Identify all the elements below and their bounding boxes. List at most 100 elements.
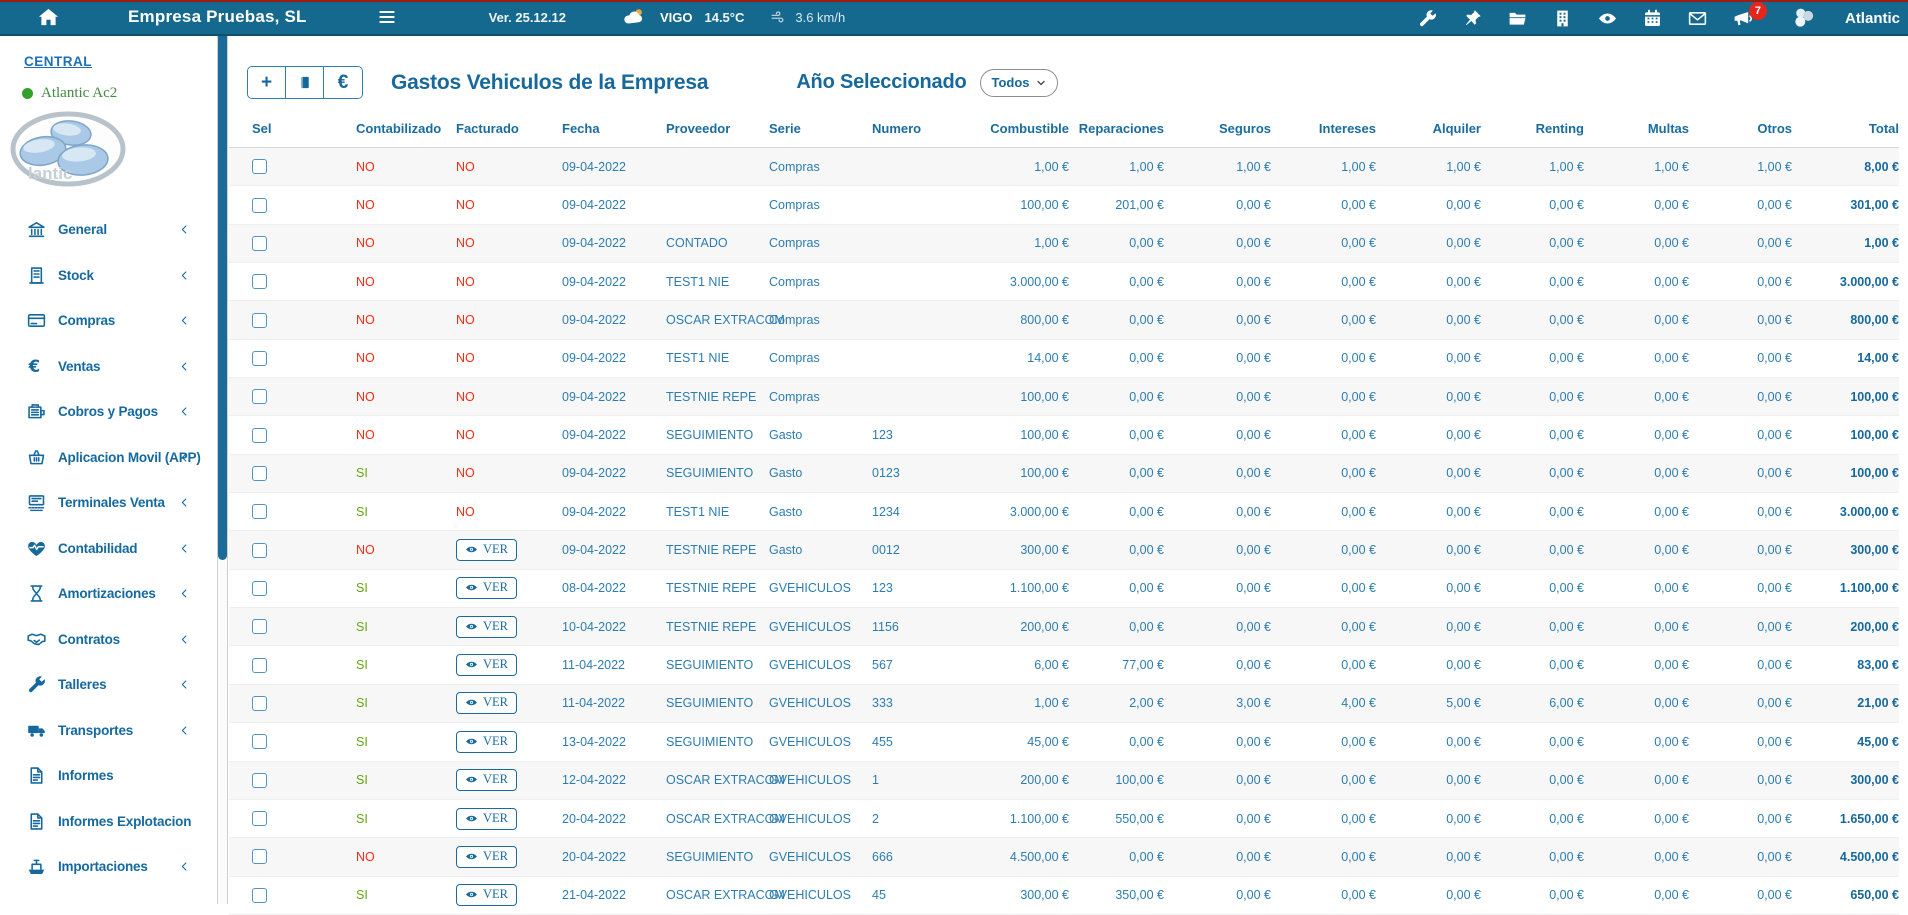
reparaciones-cell: 1,00 € (1069, 148, 1164, 186)
menu-icon[interactable] (377, 7, 397, 27)
ver-button[interactable]: VER (456, 654, 517, 676)
combustible-cell: 3.000,00 € (964, 493, 1069, 531)
ver-button[interactable]: VER (456, 539, 517, 561)
ver-button[interactable]: VER (456, 846, 517, 868)
balloons-icon[interactable] (1791, 5, 1817, 31)
sidebar-scrollbar[interactable] (217, 36, 228, 904)
proveedor-cell: TEST1 NIE (666, 263, 769, 301)
combustible-cell: 1.100,00 € (964, 569, 1069, 607)
total-cell: 301,00 € (1792, 186, 1899, 224)
row-checkbox[interactable] (252, 198, 267, 213)
sidebar-item-contabilidad[interactable]: Contabilidad (0, 526, 217, 572)
add-button[interactable]: + (248, 67, 286, 98)
row-checkbox[interactable] (252, 734, 267, 749)
row-checkbox[interactable] (252, 274, 267, 289)
contabilizado-cell: SI (356, 723, 456, 761)
sidebar-item-terminales-venta[interactable]: Terminales Venta (0, 480, 217, 526)
row-checkbox[interactable] (252, 619, 267, 634)
row-checkbox[interactable] (252, 773, 267, 788)
sidebar-item-importaciones[interactable]: Importaciones (0, 844, 217, 890)
weather-city: VIGO (660, 10, 693, 25)
ver-button[interactable]: VER (456, 884, 517, 906)
renting-cell: 0,00 € (1481, 378, 1584, 416)
renting-cell: 0,00 € (1481, 263, 1584, 301)
mail-icon[interactable] (1687, 8, 1708, 29)
intereses-cell: 0,00 € (1271, 531, 1376, 569)
sidebar-item-informes-explotacion[interactable]: Informes Explotacion (0, 799, 217, 845)
renting-cell: 0,00 € (1481, 608, 1584, 646)
wrench-icon[interactable] (1417, 8, 1438, 29)
row-checkbox[interactable] (252, 466, 267, 481)
row-checkbox[interactable] (252, 543, 267, 558)
row-checkbox[interactable] (252, 351, 267, 366)
reparaciones-cell: 550,00 € (1069, 799, 1164, 837)
reparaciones-cell: 0,00 € (1069, 569, 1164, 607)
sel-cell (229, 224, 356, 262)
ver-button[interactable]: VER (456, 616, 517, 638)
pin-icon[interactable] (1462, 8, 1483, 29)
sidebar-item-cobros-y-pagos[interactable]: Cobros y Pagos (0, 389, 217, 435)
sidebar-item-informes[interactable]: Informes (0, 753, 217, 799)
ver-button[interactable]: VER (456, 808, 517, 830)
total-cell: 300,00 € (1792, 761, 1899, 799)
calendar-icon[interactable] (1642, 8, 1663, 29)
contabilizado-value: SI (356, 658, 368, 672)
row-checkbox[interactable] (252, 696, 267, 711)
sidebar-item-talleres[interactable]: Talleres (0, 662, 217, 708)
sidebar-item-amortizaciones[interactable]: Amortizaciones (0, 571, 217, 617)
ver-button[interactable]: VER (456, 577, 517, 599)
folder-icon[interactable] (1507, 8, 1528, 29)
row-checkbox[interactable] (252, 811, 267, 826)
chevron-left-icon (178, 314, 191, 327)
row-checkbox[interactable] (252, 581, 267, 596)
seguros-cell: 0,00 € (1164, 761, 1271, 799)
row-checkbox[interactable] (252, 849, 267, 864)
sidebar-item-general[interactable]: General (0, 207, 217, 253)
central-link[interactable]: CENTRAL (24, 54, 217, 69)
row-checkbox[interactable] (252, 658, 267, 673)
home-icon[interactable] (37, 6, 60, 29)
multas-cell: 0,00 € (1584, 301, 1689, 339)
sidebar-item-aplicacion-movil-app[interactable]: Aplicacion Movil (APP) (0, 435, 217, 481)
sidebar-item-contratos[interactable]: Contratos (0, 617, 217, 663)
alquiler-cell: 5,00 € (1376, 684, 1481, 722)
euro-button[interactable]: € (324, 67, 362, 98)
otros-cell: 0,00 € (1689, 646, 1792, 684)
megaphone-icon[interactable]: 7 (1732, 8, 1753, 29)
sel-cell (229, 646, 356, 684)
row-checkbox[interactable] (252, 504, 267, 519)
eye-icon[interactable] (1597, 8, 1618, 29)
reparaciones-cell: 0,00 € (1069, 416, 1164, 454)
building-icon[interactable] (1552, 8, 1573, 29)
facturado-value: NO (456, 390, 475, 404)
ver-button[interactable]: VER (456, 769, 517, 791)
table-row: SIVER10-04-2022TESTNIE REPEGVEHICULOS115… (229, 608, 1899, 646)
sidebar-item-transportes[interactable]: Transportes (0, 708, 217, 754)
row-checkbox[interactable] (252, 159, 267, 174)
row-checkbox[interactable] (252, 888, 267, 903)
fecha-cell: 09-04-2022 (562, 224, 666, 262)
contabilizado-cell: SI (356, 799, 456, 837)
ver-button[interactable]: VER (456, 731, 517, 753)
year-select[interactable]: Todos (980, 69, 1057, 97)
numero-cell (872, 186, 964, 224)
column-header-facturado: Facturado (456, 110, 562, 148)
chevron-left-icon (178, 542, 191, 555)
combustible-cell: 6,00 € (964, 646, 1069, 684)
copy-button[interactable] (286, 67, 324, 98)
sidebar-item-compras[interactable]: Compras (0, 298, 217, 344)
row-checkbox[interactable] (252, 313, 267, 328)
contabilizado-cell: SI (356, 761, 456, 799)
otros-cell: 0,00 € (1689, 339, 1792, 377)
renting-cell: 0,00 € (1481, 799, 1584, 837)
scrollbar-thumb[interactable] (218, 36, 227, 560)
sidebar-item-ventas[interactable]: €Ventas (0, 344, 217, 390)
table-row: SIVER21-04-2022OSCAR EXTRACOMGVEHICULOS4… (229, 876, 1899, 914)
sidebar-item-stock[interactable]: Stock (0, 253, 217, 299)
row-checkbox[interactable] (252, 428, 267, 443)
contabilizado-value: SI (356, 620, 368, 634)
row-checkbox[interactable] (252, 236, 267, 251)
ver-button[interactable]: VER (456, 692, 517, 714)
row-checkbox[interactable] (252, 389, 267, 404)
facturado-cell: VER (456, 761, 562, 799)
